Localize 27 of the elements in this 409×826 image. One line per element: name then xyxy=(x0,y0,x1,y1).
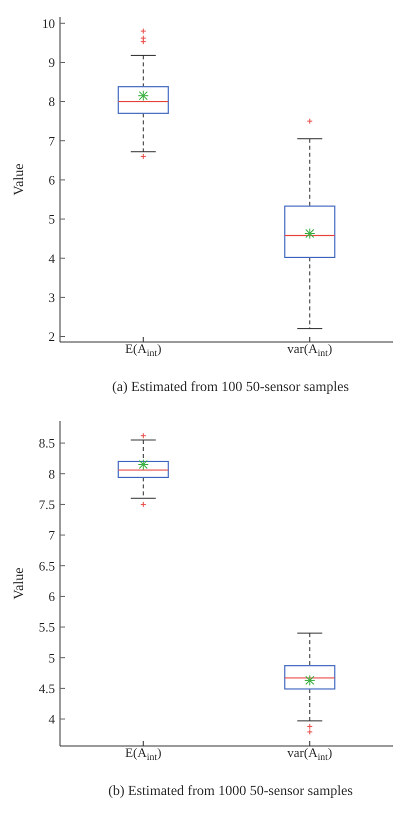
y-tick-label: 4 xyxy=(48,712,56,727)
y-tick-label: 4.5 xyxy=(38,680,55,696)
y-tick-label: 10 xyxy=(42,16,55,31)
y-tick-label: 8 xyxy=(48,466,55,482)
y-tick-label: 7.5 xyxy=(38,497,55,512)
text: (b) Estimated from 1000 50-sensor samples xyxy=(107,784,354,801)
y-axis-title: Value xyxy=(12,568,27,600)
x-tick-label: var(A$_{int}$) xyxy=(287,745,332,762)
y-tick-label: 7 xyxy=(48,133,56,148)
x-tick-label: E(A$_{int}$) xyxy=(125,745,162,762)
y-tick-label: 6.5 xyxy=(38,558,55,574)
y-tick-label: 7 xyxy=(48,528,56,543)
y-tick-label: 4 xyxy=(48,250,56,266)
y-tick-label: 5.5 xyxy=(38,620,55,635)
text: (a) Estimated from 100 50-sensor samples xyxy=(111,380,350,397)
y-tick-label: 8 xyxy=(48,94,55,110)
y-tick-label: 9 xyxy=(48,55,55,70)
x-tick-label: var(A$_{int}$) xyxy=(287,341,332,358)
y-tick-label: 6 xyxy=(48,588,56,604)
y-tick-label: 5 xyxy=(48,212,55,227)
x-tick-label: E(A$_{int}$) xyxy=(125,341,162,358)
y-axis-title: Value xyxy=(12,164,27,196)
y-tick-label: 6 xyxy=(48,172,56,188)
y-tick-label: 8.5 xyxy=(38,436,55,451)
y-tick-label: 2 xyxy=(48,329,55,344)
y-tick-label: 3 xyxy=(48,290,55,305)
y-tick-label: 5 xyxy=(48,650,55,666)
